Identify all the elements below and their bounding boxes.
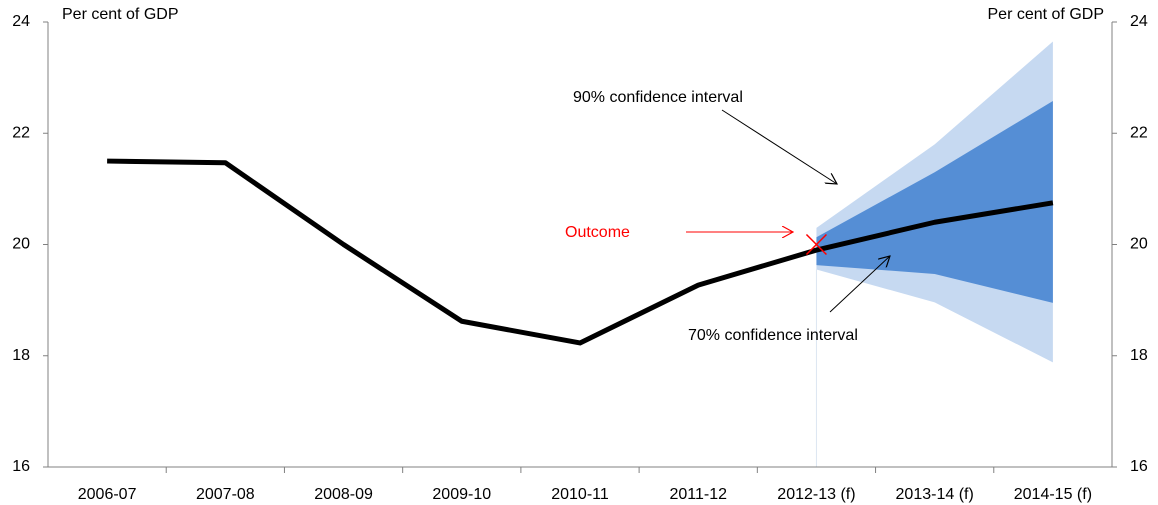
confidence-band bbox=[816, 100, 1053, 303]
y-tick-label: 20 bbox=[12, 236, 30, 253]
y2-tick-label: 18 bbox=[1130, 347, 1148, 364]
annotation-arrow bbox=[829, 256, 890, 313]
y-axis-title: Per cent of GDP bbox=[62, 6, 179, 23]
y2-tick-label: 20 bbox=[1130, 236, 1148, 253]
y2-tick-label: 22 bbox=[1130, 124, 1148, 141]
y2-tick-label: 16 bbox=[1130, 458, 1148, 475]
y-tick-label: 16 bbox=[12, 458, 30, 475]
x-tick-label: 2014-15 (f) bbox=[1014, 486, 1092, 503]
y2-axis-title: Per cent of GDP bbox=[988, 6, 1105, 23]
x-tick-label: 2013-14 (f) bbox=[896, 486, 974, 503]
x-tick-label: 2007-08 bbox=[196, 486, 255, 503]
x-tick-label: 2010-11 bbox=[551, 486, 609, 503]
x-tick-label: 2009-10 bbox=[432, 486, 491, 503]
y-tick-label: 18 bbox=[12, 347, 30, 364]
outcome-marker bbox=[805, 233, 827, 256]
y-tick-label: 24 bbox=[12, 13, 30, 30]
line bbox=[107, 158, 1054, 346]
x-tick-label: 2008-09 bbox=[314, 486, 373, 503]
x-tick-label: 2012-13 (f) bbox=[777, 486, 855, 503]
bands bbox=[815, 41, 1053, 467]
x-tick-label: 2011-12 bbox=[669, 486, 727, 503]
outcome-label: Outcome bbox=[565, 224, 630, 241]
annotation-arrow bbox=[721, 109, 837, 184]
y2-tick-label: 24 bbox=[1130, 13, 1148, 30]
y-tick-label: 22 bbox=[12, 124, 30, 141]
x-tick-label: 2006-07 bbox=[78, 486, 137, 503]
annotation: 70% confidence interval bbox=[688, 327, 858, 344]
outcome-cross bbox=[805, 233, 827, 256]
annotation: 90% confidence interval bbox=[573, 89, 743, 106]
